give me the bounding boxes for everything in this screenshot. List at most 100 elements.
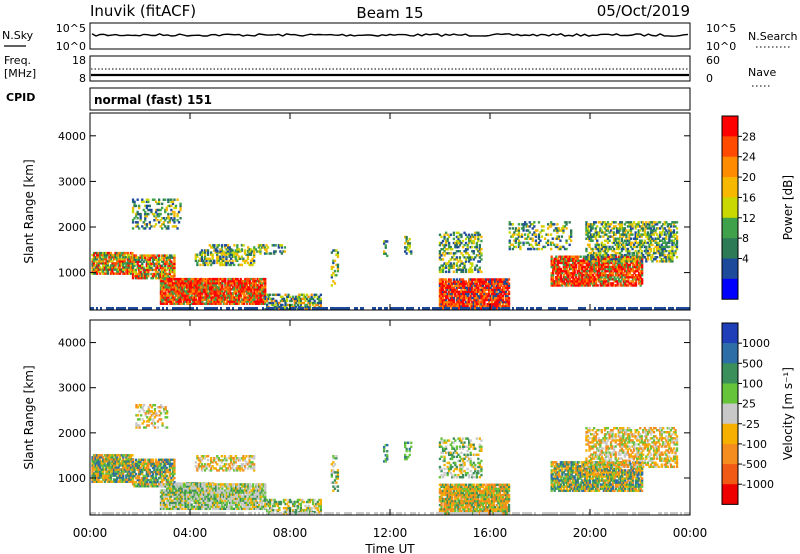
colorbar-tick-label: 4 <box>742 252 749 265</box>
range-cell <box>528 231 531 234</box>
range-cell <box>259 244 262 247</box>
range-cell <box>187 294 190 297</box>
range-cell <box>102 270 105 273</box>
range-cell <box>156 266 159 270</box>
range-cell <box>123 272 126 275</box>
range-cell <box>446 286 449 289</box>
range-cell <box>501 302 505 306</box>
range-cell <box>491 300 494 304</box>
range-cell <box>579 271 582 275</box>
range-cell <box>474 266 477 269</box>
range-cell <box>241 292 244 295</box>
range-cell <box>576 280 579 283</box>
range-cell <box>159 225 162 228</box>
range-cell <box>144 210 147 214</box>
range-cell <box>161 268 164 272</box>
range-cell <box>638 282 641 285</box>
range-cell <box>176 302 179 305</box>
range-cell <box>618 263 621 267</box>
range-cell <box>460 300 463 304</box>
range-cell <box>438 266 442 269</box>
range-cell <box>501 280 505 283</box>
range-cell <box>179 284 182 287</box>
range-cell <box>595 265 598 269</box>
range-cell <box>92 307 94 310</box>
range-cell <box>674 225 677 228</box>
range-cell <box>591 267 595 271</box>
range-cell <box>219 255 222 258</box>
range-cell <box>159 296 163 299</box>
range-cell <box>556 269 559 273</box>
range-cell <box>630 276 633 279</box>
range-cell <box>452 296 455 300</box>
range-cell <box>133 274 136 278</box>
colorbar-swatch <box>722 278 738 300</box>
range-cell <box>240 307 242 310</box>
range-cell <box>608 247 611 251</box>
range-cell <box>533 233 536 236</box>
range-cell <box>173 264 176 268</box>
range-cell <box>588 225 591 228</box>
range-cell <box>188 298 192 301</box>
range-cell <box>466 292 469 296</box>
range-cell <box>468 237 471 241</box>
range-cell <box>593 280 596 283</box>
range-cell <box>448 300 451 304</box>
range-cell <box>445 248 448 251</box>
range-cell <box>235 292 238 295</box>
range-cell <box>256 290 259 293</box>
range-cell <box>105 260 108 263</box>
range-cell <box>235 298 238 301</box>
range-cell <box>480 286 483 289</box>
range-cell <box>605 269 608 273</box>
range-cell <box>672 231 676 234</box>
range-cell <box>263 248 267 251</box>
range-cell <box>609 258 613 261</box>
range-cell <box>626 239 630 242</box>
range-cell <box>581 263 584 267</box>
range-cell <box>556 237 559 240</box>
range-cell <box>219 263 222 267</box>
range-cell <box>134 272 138 276</box>
range-cell <box>460 233 463 237</box>
range-cell <box>449 282 452 285</box>
range-cell <box>643 233 646 236</box>
range-cell <box>236 246 239 249</box>
colorbar-tick-label: 12 <box>742 212 756 225</box>
range-cell <box>471 262 474 265</box>
range-cell <box>601 269 604 273</box>
range-cell <box>185 284 189 287</box>
range-cell <box>585 256 588 259</box>
range-cell <box>173 266 176 270</box>
range-cell <box>443 284 446 287</box>
range-cell <box>259 284 262 287</box>
range-cell <box>173 225 176 228</box>
range-cell <box>622 258 625 261</box>
range-cell <box>616 280 619 283</box>
range-cell <box>122 270 125 273</box>
range-cell <box>172 296 175 299</box>
range-cell <box>278 307 281 310</box>
range-cell <box>134 270 138 274</box>
range-cell <box>640 225 643 228</box>
range-cell <box>116 256 119 259</box>
range-cell <box>547 227 550 230</box>
range-cell <box>588 235 591 238</box>
range-cell <box>575 282 578 285</box>
date-title: 05/Oct/2019 <box>597 2 690 20</box>
range-cell <box>582 284 585 287</box>
range-cell <box>672 229 676 232</box>
range-cell <box>248 290 252 293</box>
range-cell <box>147 262 150 266</box>
range-cell <box>497 294 500 298</box>
range-cell <box>114 258 117 261</box>
range-cell <box>273 305 276 309</box>
range-cell <box>254 302 258 305</box>
range-cell <box>461 302 465 306</box>
range-cell <box>144 227 147 230</box>
range-cell <box>466 243 469 247</box>
range-cell <box>210 296 213 299</box>
range-cell <box>106 272 109 275</box>
range-cell <box>636 223 639 226</box>
range-cell <box>494 300 497 304</box>
